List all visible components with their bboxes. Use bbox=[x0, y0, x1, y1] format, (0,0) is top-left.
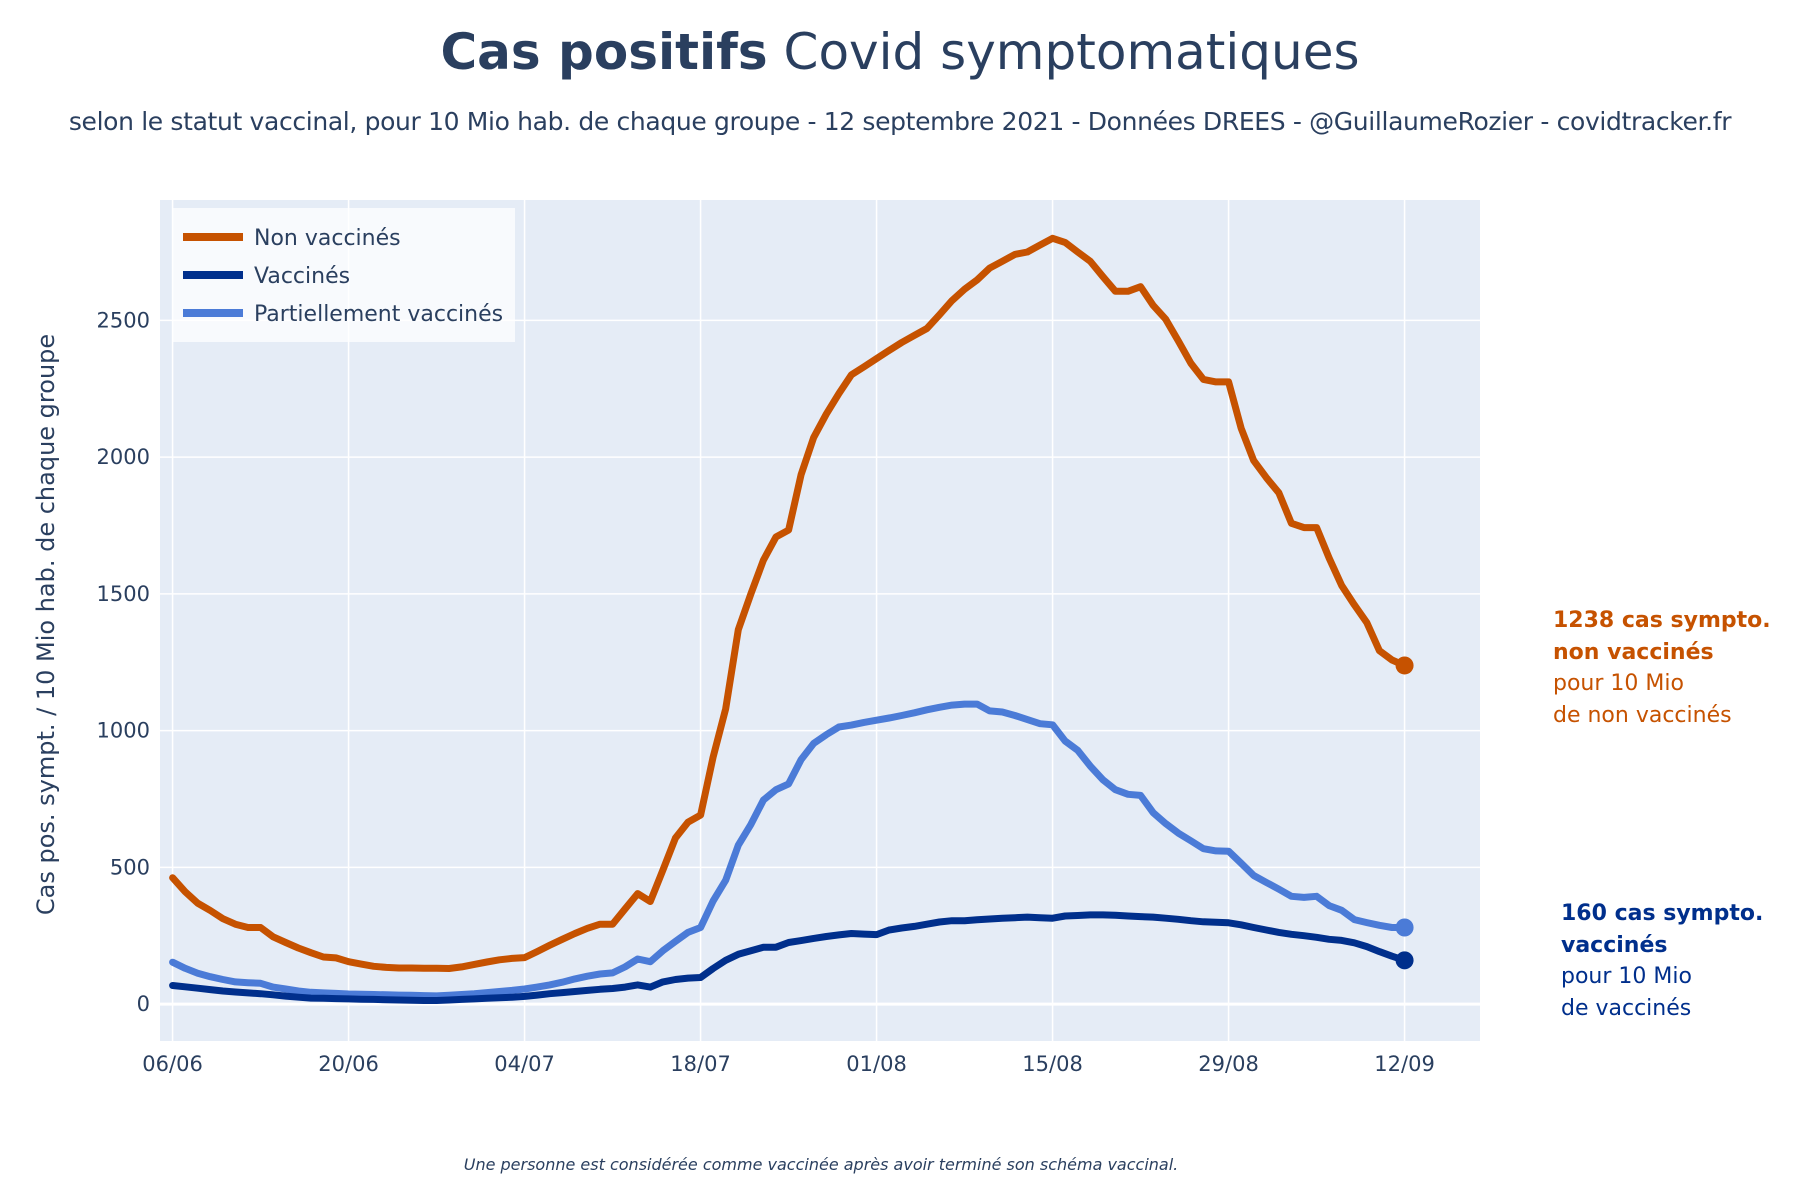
annotation-non-vaccines-group: non vaccinés bbox=[1553, 639, 1714, 665]
y-tick-label: 2500 bbox=[97, 308, 150, 332]
series-line-partiellement bbox=[169, 700, 1409, 1000]
chart-subtitle: selon le statut vaccinal, pour 10 Mio ha… bbox=[68, 107, 1732, 136]
series-line-vaccines bbox=[169, 911, 1409, 1004]
annotation-vaccines-population: de vaccinés bbox=[1561, 995, 1692, 1021]
legend: Non vaccinés Vaccinés Partiellement vaccin… bbox=[173, 208, 515, 342]
last-point-marker-vaccines bbox=[1395, 951, 1414, 970]
series-vaccines bbox=[169, 911, 1414, 1004]
x-axis-ticks: 06/06 20/06 04/07 18/07 01/08 15/08 29/08 12/09 bbox=[142, 1052, 1435, 1076]
annotation-non-vaccines-population: de non vaccinés bbox=[1553, 702, 1732, 728]
y-axis-ticks: 0 500 1000 1500 2000 2500 bbox=[97, 308, 150, 1016]
legend-label-vaccines: Vaccinés bbox=[254, 264, 350, 289]
x-tick-label: 01/08 bbox=[846, 1052, 907, 1076]
annotation-non-vaccines-unit: pour 10 Mio bbox=[1553, 671, 1684, 696]
annotation-vaccines-group: vaccinés bbox=[1561, 932, 1668, 958]
y-tick-label: 0 bbox=[137, 992, 150, 1016]
gridlines bbox=[160, 200, 1480, 1041]
chart-title: Cas positifs Covid symptomatiques bbox=[0, 22, 1800, 82]
series-non_vaccines bbox=[169, 234, 1414, 972]
x-tick-label: 06/06 bbox=[142, 1052, 203, 1076]
annotation-vaccines-value: 160 cas sympto. bbox=[1561, 901, 1764, 926]
series-partiellement bbox=[169, 700, 1414, 1000]
legend-label-partiellement: Partiellement vaccinés bbox=[254, 302, 503, 327]
last-point-marker-non_vaccines bbox=[1395, 656, 1414, 675]
series-line-non_vaccines bbox=[169, 234, 1409, 972]
y-tick-label: 1500 bbox=[97, 582, 150, 606]
x-tick-label: 29/08 bbox=[1198, 1052, 1259, 1076]
chart-title-rest: Covid symptomatiques bbox=[767, 23, 1360, 81]
annotation-vaccines-unit: pour 10 Mio bbox=[1561, 964, 1692, 989]
y-axis-title: Cas pos. sympt. / 10 Mio hab. de chaque … bbox=[32, 334, 60, 915]
x-tick-label: 04/07 bbox=[494, 1052, 555, 1076]
y-tick-label: 2000 bbox=[97, 445, 150, 469]
annotation-non-vaccines-value: 1238 cas sympto. bbox=[1553, 608, 1771, 633]
annotation-vaccines: 160 cas sympto. vaccinés pour 10 Mio de … bbox=[1561, 898, 1763, 1024]
x-tick-label: 15/08 bbox=[1022, 1052, 1083, 1076]
chart-title-bold: Cas positifs bbox=[440, 23, 768, 81]
y-tick-label: 500 bbox=[110, 855, 150, 879]
x-tick-label: 12/09 bbox=[1374, 1052, 1435, 1076]
y-tick-label: 1000 bbox=[97, 719, 150, 743]
last-point-marker-partiellement bbox=[1395, 918, 1414, 937]
x-tick-label: 20/06 bbox=[318, 1052, 379, 1076]
series-lines bbox=[169, 234, 1414, 1004]
annotation-non-vaccines: 1238 cas sympto. non vaccinés pour 10 Mi… bbox=[1553, 605, 1771, 731]
footer-note: Une personne est considérée comme vaccin… bbox=[463, 1155, 1179, 1174]
legend-label-non_vaccines: Non vaccinés bbox=[254, 226, 401, 251]
x-tick-label: 18/07 bbox=[670, 1052, 731, 1076]
